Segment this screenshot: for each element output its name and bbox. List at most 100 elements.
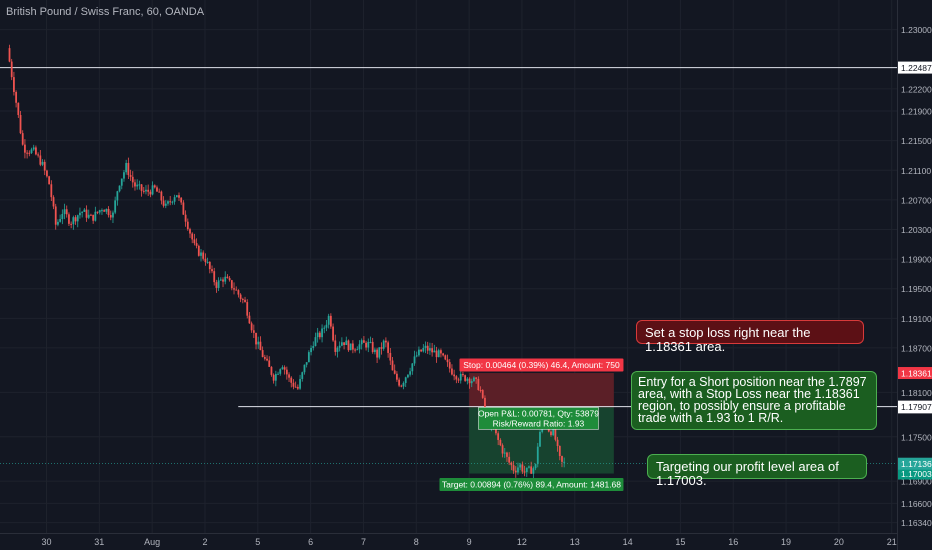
x-tick-label: 12 [517, 537, 527, 547]
candle-body [413, 356, 416, 364]
stop-price-tag: 1.18361 [901, 369, 932, 379]
x-tick-label: 5 [255, 537, 260, 547]
candle-body [477, 378, 480, 391]
candle-body [52, 197, 55, 207]
candle-body [123, 172, 125, 179]
target-price-tag-bg [898, 467, 932, 480]
candle-body [283, 367, 286, 370]
target-note[interactable]: Targeting our profit level area of 1.170… [647, 454, 867, 488]
candle-body [70, 223, 73, 225]
candle-body [191, 233, 194, 240]
stop-loss-note[interactable]: Set a stop loss right near the 1.18361 a… [636, 320, 864, 354]
candle-body [327, 315, 330, 325]
candle-body [506, 452, 508, 457]
candle-body [420, 349, 423, 352]
stop-label[interactable]: Stop: 0.00464 (0.39%) 46.4, Amount: 750 [463, 360, 620, 370]
candle-body [197, 245, 200, 256]
candle-body [314, 337, 317, 347]
candle-body [61, 213, 64, 220]
position-labels: Stop: 0.00464 (0.39%) 46.4, Amount: 750 T… [439, 358, 624, 492]
candle-body [261, 350, 264, 358]
candle-body [173, 197, 176, 202]
candle-body [160, 191, 163, 201]
candle-body [371, 341, 374, 353]
candle-body [59, 219, 62, 222]
candle-body [272, 374, 275, 381]
x-tick-label: 8 [414, 537, 419, 547]
candle-body [26, 152, 29, 154]
candle-body [215, 282, 218, 288]
target-label-bg [439, 478, 624, 492]
candle-body [24, 144, 26, 153]
candle-body [114, 200, 117, 213]
candle-body [237, 290, 240, 295]
y-tick-label: 1.17500 [901, 432, 932, 442]
candle-body [239, 294, 242, 300]
candle-body [409, 371, 412, 375]
candle-body [41, 161, 44, 165]
candle-body [274, 373, 277, 381]
candle-body [230, 280, 233, 289]
candle-body [79, 212, 81, 216]
candle-body [48, 176, 51, 185]
candle-body [321, 328, 323, 338]
candle-body [54, 206, 57, 225]
candle-body [497, 433, 500, 440]
x-tick-label: 20 [834, 537, 844, 547]
pnl-label[interactable]: Open P&L: 0.00781, Qty: 53879 [478, 408, 599, 418]
candle-body [521, 464, 524, 472]
candle-body [156, 187, 158, 192]
candle-body [550, 431, 552, 436]
candle-body [351, 343, 354, 350]
support-price-tag: 1.17907 [901, 402, 932, 412]
candle-body [202, 252, 205, 259]
rr-label[interactable]: Risk/Reward Ratio: 1.93 [493, 418, 585, 428]
candle-body [270, 366, 273, 375]
candle-body [65, 209, 68, 215]
candle-body [312, 346, 315, 348]
candle-body [349, 343, 352, 351]
candle-body [208, 261, 211, 270]
y-tick-label: 1.19900 [901, 255, 932, 265]
candle-body [169, 201, 172, 203]
candle-body [217, 280, 220, 288]
candle-body [385, 340, 387, 343]
candle-body [354, 349, 356, 351]
y-tick-label: 1.21500 [901, 136, 932, 146]
candle-body [552, 428, 555, 436]
candle-body [162, 200, 165, 206]
candle-body [32, 147, 35, 150]
candle-body [448, 362, 451, 369]
candle-body [83, 209, 86, 212]
candle-body [519, 464, 522, 468]
candle-body [556, 439, 559, 446]
candle-body [92, 214, 95, 221]
candle-body [510, 462, 513, 466]
entry-note[interactable]: Entry for a Short position near the 1.78… [631, 371, 877, 430]
x-tick-label: 15 [675, 537, 685, 547]
candle-body [499, 439, 502, 446]
candle-body [244, 299, 246, 303]
price-tags: 1.170031.171361.178971.179071.183611.224… [898, 61, 932, 480]
candle-body [325, 324, 328, 328]
candle-body [134, 182, 136, 187]
candle-body [442, 353, 445, 356]
candle-body [398, 379, 401, 386]
candle-body [292, 382, 295, 387]
current-price-tag-bg [898, 457, 932, 470]
candle-body [334, 340, 337, 352]
candle-body [35, 147, 37, 155]
candle-body [147, 189, 150, 192]
candle-body [431, 348, 434, 353]
candle-body [186, 221, 189, 230]
candle-body [167, 201, 169, 204]
candle-body [422, 347, 425, 352]
candle-body [17, 102, 20, 115]
candle-body [250, 323, 253, 331]
candle-body [136, 184, 139, 187]
candle-body [131, 176, 134, 183]
x-tick-label: 30 [41, 537, 51, 547]
candle-body [74, 217, 77, 222]
target-label[interactable]: Target: 0.00894 (0.76%) 89.4, Amount: 14… [442, 480, 621, 490]
